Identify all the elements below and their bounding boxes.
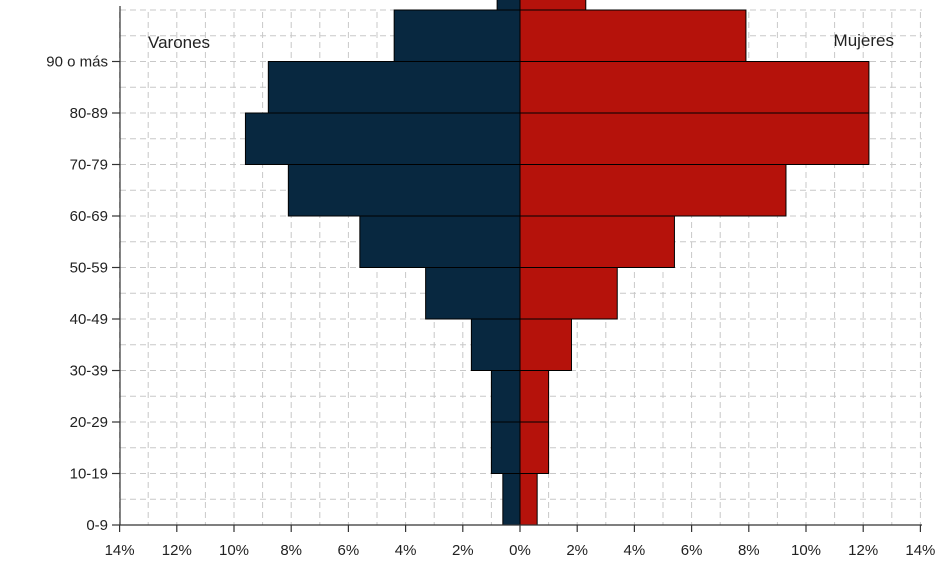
y-tick-labels: 0-9 10-19 20-29 30-39 40-49 50-59 60-69 70-79 80… <box>46 54 108 535</box>
x-tick-label: 2% <box>452 542 474 559</box>
y-tick-label: 50-59 <box>70 260 108 277</box>
bar-varones <box>244 112 521 165</box>
x-tick-label: 6% <box>681 542 703 559</box>
y-tick-label: 60-69 <box>70 208 108 225</box>
bar-varones <box>359 215 521 268</box>
y-tick-label: 90 o más <box>46 54 108 71</box>
bar-varones <box>490 421 521 474</box>
bar-mujeres <box>519 267 618 320</box>
x-tick-label: 10% <box>791 542 821 559</box>
y-tick-label: 0-9 <box>86 517 108 534</box>
y-tick-label: 10-19 <box>70 466 108 483</box>
bar-varones <box>502 473 521 526</box>
x-tick-label: 2% <box>566 542 588 559</box>
bar-varones <box>490 370 521 423</box>
bar-mujeres <box>519 473 538 526</box>
bar-mujeres <box>519 112 870 165</box>
x-tick-label: 6% <box>338 542 360 559</box>
x-tick-label: 12% <box>848 542 878 559</box>
x-tick-label: 10% <box>219 542 249 559</box>
bar-mujeres <box>519 9 747 62</box>
x-tick-label: 14% <box>905 542 935 559</box>
legend-varones: Varones <box>148 33 210 52</box>
bar-mujeres <box>519 164 787 217</box>
x-tick-label: 14% <box>105 542 135 559</box>
x-tick-labels: 14% 12% 10% 8% 6% 4% 2% 0% 2% 4% 6% 8% 10% 12% 14% <box>105 542 936 559</box>
bar-varones <box>470 318 521 371</box>
bar-mujeres <box>519 61 870 114</box>
y-tick-label: 40-49 <box>70 311 108 328</box>
bar-mujeres <box>519 421 550 474</box>
x-tick-label: 4% <box>624 542 646 559</box>
bar-varones <box>393 9 521 62</box>
bar-varones <box>496 0 521 11</box>
bar-mujeres <box>519 0 587 11</box>
bar-mujeres <box>519 370 550 423</box>
bar-mujeres <box>519 318 572 371</box>
y-tick-label: 70-79 <box>70 157 108 174</box>
bar-mujeres <box>519 215 675 268</box>
axes <box>112 6 922 532</box>
mujeres-bars <box>519 0 870 526</box>
y-tick-label: 80-89 <box>70 105 108 122</box>
bar-varones <box>267 61 521 114</box>
y-tick-label: 30-39 <box>70 363 108 380</box>
bar-varones <box>425 267 521 320</box>
x-tick-label: 12% <box>162 542 192 559</box>
legend-mujeres: Mujeres <box>834 31 894 50</box>
x-tick-label: 8% <box>738 542 760 559</box>
x-tick-label: 8% <box>280 542 302 559</box>
x-tick-label: 4% <box>395 542 417 559</box>
x-tick-label: 0% <box>509 542 531 559</box>
bar-varones <box>287 164 521 217</box>
varones-bars <box>244 0 521 526</box>
y-tick-label: 20-29 <box>70 414 108 431</box>
